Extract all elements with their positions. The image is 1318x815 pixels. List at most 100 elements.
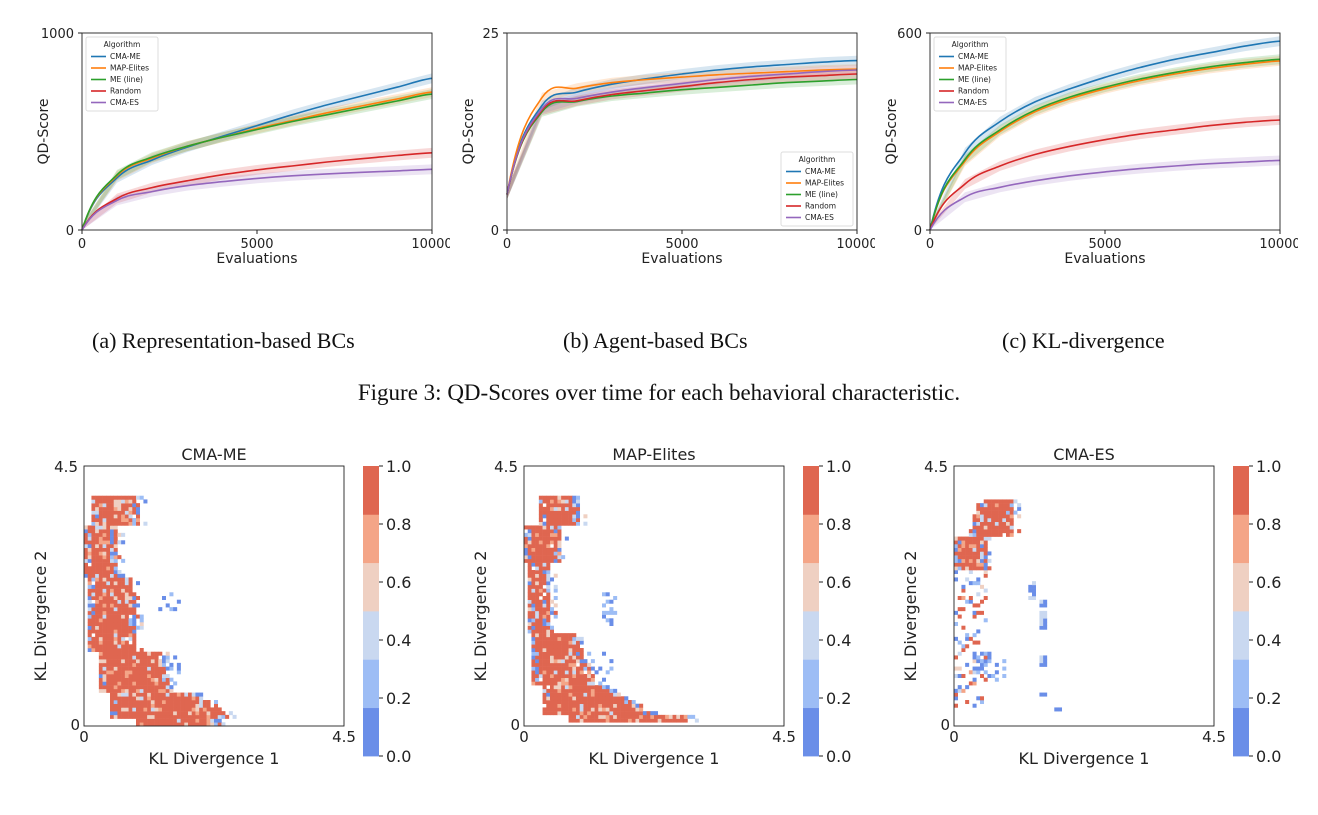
archive-cell: [598, 700, 603, 705]
archive-cell: [132, 521, 137, 526]
archive-cell: [550, 633, 555, 638]
archive-cell: [143, 696, 148, 701]
archive-cell: [542, 555, 547, 560]
archive-cell: [1002, 529, 1007, 534]
archive-cell: [132, 603, 137, 608]
archive-cell: [102, 648, 107, 653]
archive-cell: [550, 666, 555, 671]
archive-cell: [154, 692, 159, 697]
archive-cell: [87, 622, 92, 627]
archive-cell: [550, 670, 555, 675]
archive-cell: [110, 547, 115, 552]
archive-cell: [535, 562, 540, 567]
archive-cell: [553, 688, 558, 693]
archive-cell: [110, 629, 115, 634]
archive-cell: [1013, 499, 1018, 504]
archive-cell: [191, 722, 196, 727]
archive-cell: [535, 681, 540, 686]
archive-cell: [542, 707, 547, 712]
archive-cell: [117, 633, 122, 638]
legend-entry-cma-es: CMA-ES: [805, 213, 834, 222]
archive-cell: [106, 651, 111, 656]
archive-cell: [87, 633, 92, 638]
archive-cell: [136, 651, 141, 656]
archive-cell: [102, 655, 107, 660]
archive-cell: [542, 562, 547, 567]
archive-cell: [987, 659, 992, 664]
archive-cell: [550, 662, 555, 667]
archive-cell: [527, 614, 532, 619]
archive-cell: [980, 547, 985, 552]
archive-cell: [968, 566, 973, 571]
archive-cell: [136, 707, 141, 712]
archive-cell: [546, 584, 551, 589]
archive-cell: [546, 558, 551, 563]
x-tick-label: 5000: [240, 237, 273, 252]
archive-cell: [561, 677, 566, 682]
archive-cell: [1017, 506, 1022, 511]
archive-cell: [976, 536, 981, 541]
archive-cell: [976, 514, 981, 519]
archive-cell: [113, 540, 118, 545]
archive-cell: [983, 521, 988, 526]
archive-cell: [542, 640, 547, 645]
archive-cell: [980, 599, 985, 604]
colorbar-segment: [1233, 514, 1249, 564]
archive-cell: [121, 581, 126, 586]
archive-cell: [572, 659, 577, 664]
x-axis-label: KL Divergence 1: [1019, 749, 1150, 768]
archive-cell: [605, 688, 610, 693]
archive-cell: [195, 692, 200, 697]
archive-cell: [535, 614, 540, 619]
archive-cell: [546, 529, 551, 534]
y-axis-label: KL Divergence 2: [471, 551, 490, 682]
archive-cell: [1039, 625, 1044, 630]
archive-cell: [605, 692, 610, 697]
archive-cell: [579, 662, 584, 667]
archive-cell: [564, 707, 569, 712]
archive-cell: [91, 551, 96, 556]
legend-entry-cma-me: CMA-ME: [110, 52, 141, 61]
archive-cell: [616, 718, 621, 723]
archive-cell: [128, 677, 133, 682]
archive-cell: [1032, 592, 1037, 597]
archive-cell: [132, 644, 137, 649]
archive-cell: [576, 659, 581, 664]
archive-cell: [143, 521, 148, 526]
archive-cell: [98, 688, 103, 693]
archive-cell: [158, 700, 163, 705]
archive-cell: [154, 655, 159, 660]
archive-cell: [87, 596, 92, 601]
archive-cell: [102, 584, 107, 589]
archive-cell: [587, 711, 592, 716]
archive-cell: [87, 555, 92, 560]
archive-cell: [113, 532, 118, 537]
archive-cell: [609, 696, 614, 701]
archive-cell: [150, 659, 155, 664]
archive-cell: [158, 688, 163, 693]
archive-cell: [561, 692, 566, 697]
archive-cell: [550, 711, 555, 716]
archive-cell: [87, 544, 92, 549]
archive-cell: [579, 648, 584, 653]
archive-cell: [590, 677, 595, 682]
archive-cell: [628, 703, 633, 708]
archive-cell: [1009, 514, 1014, 519]
archive-cell: [87, 603, 92, 608]
archive-cell: [535, 551, 540, 556]
archive-cell: [1002, 525, 1007, 530]
archive-cell: [165, 692, 170, 697]
archive-cell: [169, 718, 174, 723]
archive-cell: [106, 499, 111, 504]
archive-cell: [553, 677, 558, 682]
legend-entry-random: Random: [110, 87, 141, 96]
archive-cell: [665, 714, 670, 719]
archive-cell: [991, 499, 996, 504]
archive-cell: [568, 499, 573, 504]
archive-cell: [602, 677, 607, 682]
archive-cell: [139, 662, 144, 667]
archive-cell: [102, 551, 107, 556]
x-tick-label: 0: [926, 237, 934, 252]
archive-cell: [143, 714, 148, 719]
y-tick-label: 4.5: [494, 458, 518, 476]
